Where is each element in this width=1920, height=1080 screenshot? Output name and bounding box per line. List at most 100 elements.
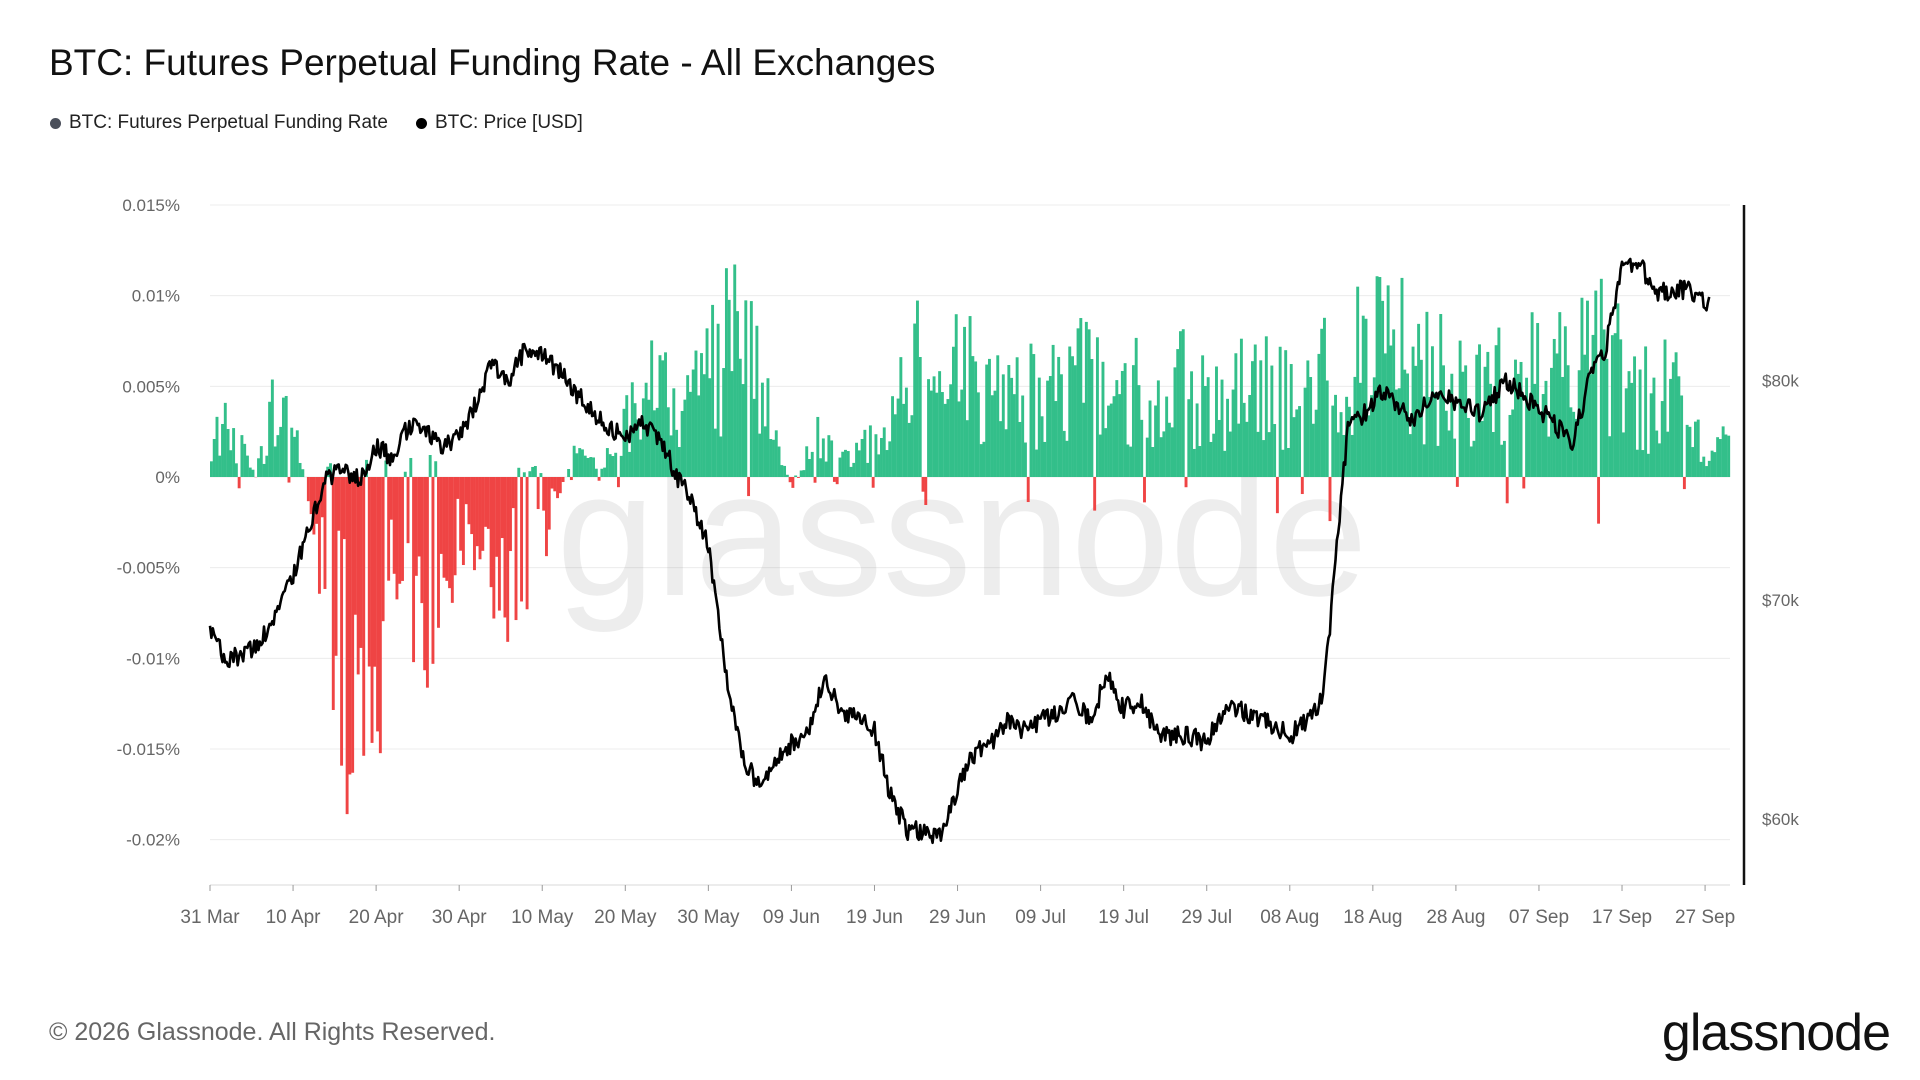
funding-rate-bar <box>1475 354 1479 477</box>
funding-rate-bar <box>949 384 953 477</box>
funding-rate-bar <box>697 395 701 477</box>
funding-rate-bar <box>1154 405 1158 477</box>
funding-rate-bar <box>489 477 493 588</box>
funding-rate-bar <box>1156 380 1160 477</box>
funding-rate-bar <box>583 455 587 477</box>
funding-rate-bar <box>1364 318 1368 477</box>
axes <box>210 205 1746 886</box>
funding-rate-bar <box>1608 436 1612 477</box>
funding-rate-bar <box>1107 405 1110 477</box>
legend-item-price[interactable]: BTC: Price [USD] <box>415 112 583 134</box>
y-left-tick-label: 0.005% <box>122 377 180 396</box>
funding-rate-bar <box>1339 412 1343 477</box>
funding-rate-bar <box>1397 388 1401 477</box>
glassnode-logo[interactable]: glassnode <box>1661 1004 1891 1062</box>
funding-rate-bar <box>749 301 753 477</box>
funding-rate-bar <box>356 477 360 675</box>
funding-rate-bar <box>1555 353 1559 477</box>
funding-rate-bar <box>1181 329 1185 477</box>
funding-rate-bar <box>1699 461 1703 477</box>
funding-rate-bar <box>1727 435 1731 477</box>
funding-rate-bar <box>722 368 726 477</box>
legend-dot-icon <box>50 117 61 129</box>
legend-item-funding-rate[interactable]: BTC: Futures Perpetual Funding Rate <box>50 112 388 134</box>
funding-rate-bar <box>791 477 795 488</box>
funding-rate-bar <box>273 446 277 477</box>
funding-rate-bar <box>586 457 590 477</box>
funding-rate-bar <box>1417 323 1421 477</box>
funding-rate-bar <box>1370 395 1373 477</box>
funding-rate-bar <box>1660 401 1664 477</box>
funding-rate-bar <box>243 443 247 477</box>
funding-rate-bar <box>891 396 894 477</box>
funding-rate-bar <box>445 477 449 581</box>
funding-rate-bar <box>376 477 380 732</box>
funding-rate-bar <box>882 427 886 477</box>
funding-rate-bar <box>1226 398 1230 477</box>
funding-rate-bar <box>245 455 249 477</box>
funding-rate-bar <box>896 398 900 477</box>
funding-rate-bar <box>212 438 216 477</box>
funding-rate-bar <box>1466 417 1470 477</box>
funding-rate-bar <box>1262 440 1265 477</box>
funding-rate-bar <box>589 457 593 477</box>
chart-canvas: glassnode 0.015%0.01%0.005%0%-0.005%-0.0… <box>117 196 1800 928</box>
funding-rate-bar <box>1004 429 1008 477</box>
funding-rate-bar <box>1610 335 1614 477</box>
funding-rate-bar <box>918 357 922 477</box>
funding-rate-bar <box>871 477 875 488</box>
funding-rate-bar <box>1259 360 1263 477</box>
x-tick-label: 18 Aug <box>1343 907 1402 928</box>
funding-rate-bar <box>1502 440 1506 477</box>
funding-rate-bar <box>805 446 809 477</box>
funding-rate-bar <box>553 477 557 492</box>
funding-rate-bar <box>827 435 831 477</box>
funding-rate-bar <box>1300 477 1304 495</box>
funding-rate-bar <box>1192 448 1196 477</box>
legend-label-price: BTC: Price [USD] <box>434 112 583 133</box>
funding-rate-bar <box>838 457 842 477</box>
funding-rate-bar <box>652 410 656 477</box>
funding-rate-bar <box>1419 359 1423 477</box>
funding-rate-bar <box>572 445 576 477</box>
funding-rate-bar <box>636 419 640 477</box>
funding-rate-bar <box>877 454 881 477</box>
funding-rate-bar <box>1671 362 1675 477</box>
funding-rate-bar <box>976 392 980 477</box>
funding-rate-bar <box>381 477 385 622</box>
funding-rate-bar <box>929 390 933 477</box>
funding-rate-bar <box>392 477 396 574</box>
funding-rate-bar <box>996 355 1000 477</box>
funding-rate-bar <box>1646 453 1650 477</box>
funding-rate-bar <box>763 426 767 477</box>
funding-rate-bar <box>478 477 482 560</box>
funding-rate-bar <box>946 399 950 477</box>
funding-rate-bar <box>395 477 399 600</box>
funding-rate-bar <box>1071 356 1074 477</box>
funding-rate-bar <box>434 461 438 477</box>
y-right-tick-label: $60k <box>1762 810 1799 829</box>
funding-rate-bar <box>808 459 811 477</box>
funding-rate-bar <box>999 421 1002 477</box>
funding-rate-bar <box>1151 447 1155 477</box>
funding-rate-bar <box>952 346 955 477</box>
funding-rate-bar <box>533 466 537 477</box>
funding-rate-bar <box>1098 434 1102 477</box>
funding-rate-bar <box>259 446 263 477</box>
funding-rate-bar <box>1356 286 1360 477</box>
funding-rate-bar <box>1588 374 1592 477</box>
funding-rate-bar <box>1652 377 1656 477</box>
funding-rate-bar <box>1713 452 1717 477</box>
funding-rate-bar <box>990 395 994 477</box>
funding-rate-bar <box>1148 400 1152 477</box>
funding-rate-bar <box>1320 328 1324 477</box>
funding-rate-bar <box>257 458 260 477</box>
funding-rate-bar <box>1627 371 1631 477</box>
y-left-tick-label: -0.015% <box>117 740 180 759</box>
funding-rate-bar <box>1223 450 1227 477</box>
funding-rate-bar <box>592 457 595 477</box>
funding-rate-bar <box>916 300 919 477</box>
funding-rate-bar <box>1270 365 1274 477</box>
funding-rate-bar <box>719 436 723 477</box>
funding-rate-bar <box>913 323 917 477</box>
